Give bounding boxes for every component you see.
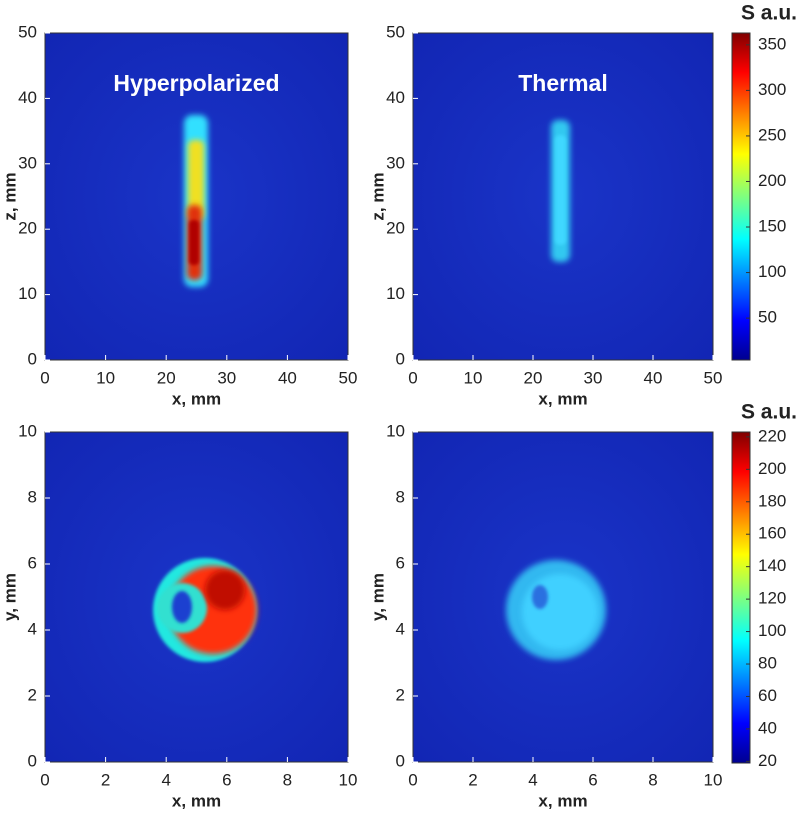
x-tick-label: 0 [408,368,417,387]
x-tick-label: 0 [408,770,417,789]
x-axis-label: x, mm [172,389,221,408]
x-tick-label: 50 [339,368,358,387]
y-tick-label: 10 [386,284,405,303]
signal-region [522,574,598,650]
y-axis-label: z, mm [368,172,387,220]
colorbar-tick-label: 100 [758,262,786,281]
x-tick-label: 10 [464,368,483,387]
y-tick-label: 50 [386,22,405,41]
y-tick-label: 8 [396,487,405,506]
y-tick-label: 10 [386,421,405,440]
y-tick-label: 20 [386,219,405,238]
y-tick-label: 4 [396,619,405,638]
x-tick-label: 30 [584,368,603,387]
image-panel [412,431,714,763]
colorbar-tick-label: 40 [758,718,777,737]
colorbar-tick-label: 50 [758,308,777,327]
colorbar-tick-label: 200 [758,171,786,190]
x-tick-label: 2 [101,770,110,789]
y-tick-label: 6 [28,553,37,572]
signal-region [532,585,548,609]
y-tick-label: 10 [18,284,37,303]
x-axis-label: x, mm [538,389,587,408]
y-tick-label: 0 [28,751,37,770]
x-tick-label: 0 [40,770,49,789]
colorbar-tick-label: 160 [758,524,786,543]
colorbar [731,32,751,361]
y-tick-label: 8 [28,487,37,506]
y-tick-label: 4 [28,619,37,638]
signal-region [205,570,245,610]
x-tick-label: 4 [528,770,537,789]
y-tick-label: 30 [386,153,405,172]
colorbar-tick-label: 300 [758,80,786,99]
y-tick-label: 10 [18,421,37,440]
y-tick-label: 0 [28,349,37,368]
colorbar-tick-label: 20 [758,751,777,770]
axes-frame [44,32,349,361]
y-axis-label: y, mm [0,573,19,621]
colorbar-tick-label: 150 [758,216,786,235]
signal-region [189,220,199,265]
x-axis-label: x, mm [172,791,221,810]
x-tick-label: 2 [468,770,477,789]
x-tick-label: 40 [278,368,297,387]
y-tick-label: 50 [18,22,37,41]
image-panel [44,32,349,361]
colorbar-tick-label: 60 [758,686,777,705]
colorbar [731,431,751,764]
image-panel [44,431,349,763]
panel-annotation: Thermal [518,70,607,96]
x-tick-label: 20 [524,368,543,387]
y-tick-label: 2 [396,685,405,704]
colorbar-tick-label: 180 [758,491,786,510]
y-tick-label: 2 [28,685,37,704]
colorbar-tick-label: 350 [758,34,786,53]
colorbar-tick-label: 80 [758,654,777,673]
colorbar-tick-label: 120 [758,589,786,608]
y-tick-label: 30 [18,153,37,172]
x-tick-label: 10 [704,770,723,789]
x-tick-label: 4 [161,770,170,789]
y-axis-label: z, mm [0,172,19,220]
signal-region [172,591,192,623]
x-tick-label: 6 [588,770,597,789]
x-tick-label: 10 [96,368,115,387]
signal-region [188,140,204,220]
panel-annotation: Hyperpolarized [113,70,279,96]
axes-frame [412,431,714,763]
signal-region [555,135,566,245]
colorbar-tick-label: 220 [758,426,786,445]
colorbar-tick-label: 140 [758,556,786,575]
colorbar-tick-label: 200 [758,459,786,478]
y-tick-label: 40 [386,88,405,107]
axes-frame [44,431,349,763]
x-axis-label: x, mm [538,791,587,810]
x-tick-label: 40 [644,368,663,387]
colorbar-title: S a.u. [741,2,797,25]
x-tick-label: 8 [648,770,657,789]
y-tick-label: 6 [396,553,405,572]
x-tick-label: 20 [157,368,176,387]
colorbar-tick-label: 100 [758,621,786,640]
x-tick-label: 8 [283,770,292,789]
x-tick-label: 0 [40,368,49,387]
x-tick-label: 30 [217,368,236,387]
x-tick-label: 6 [222,770,231,789]
x-tick-label: 10 [339,770,358,789]
y-axis-label: y, mm [368,573,387,621]
y-tick-label: 20 [18,219,37,238]
colorbar-title: S a.u. [741,401,797,424]
image-panel [412,32,714,361]
colorbar-tick-label: 250 [758,125,786,144]
y-tick-label: 0 [396,349,405,368]
y-tick-label: 40 [18,88,37,107]
axes-frame [412,32,714,361]
x-tick-label: 50 [704,368,723,387]
y-tick-label: 0 [396,751,405,770]
